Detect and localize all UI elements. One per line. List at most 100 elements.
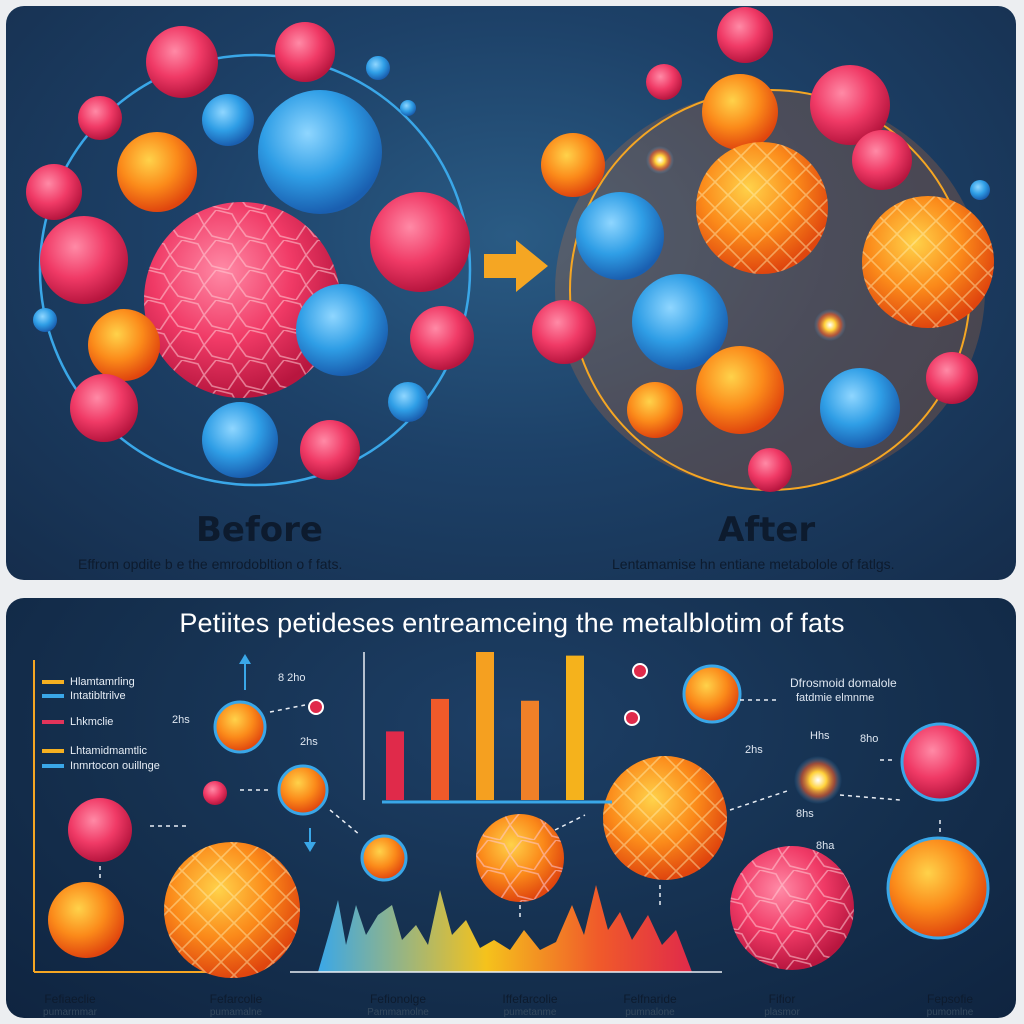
- pink-fat-cell: [203, 781, 227, 805]
- pink-fat-cell: [275, 22, 335, 82]
- orange-fat-cell: [682, 664, 742, 724]
- right-note: Dfrosmoid domalole: [790, 676, 897, 690]
- pink-fat-cell: [646, 64, 682, 100]
- small-label: 8hs: [796, 808, 814, 820]
- blue-cell: [202, 402, 278, 478]
- legend-swatch: [42, 720, 64, 724]
- pink-fat-cell: [70, 374, 138, 442]
- legend-label: Inmrtocon ouillnge: [70, 760, 160, 772]
- footer-label: Felfnaride pumnalone: [590, 992, 710, 1020]
- footer-label: Fepsofie pumomlne: [890, 992, 1010, 1020]
- legend-label: Lhtamidmamtlic: [70, 745, 148, 757]
- legend-label: Lhkmclie: [70, 716, 114, 728]
- cell-membrane-mesh: [164, 842, 300, 978]
- orange-fat-cell: [117, 132, 197, 212]
- pink-fat-cell: [300, 420, 360, 480]
- blue-cell: [970, 180, 990, 200]
- pink-fat-cell: [926, 352, 978, 404]
- footer-title: Fefiaeclie: [44, 992, 96, 1006]
- after-cluster: [532, 7, 994, 492]
- molecule-dot: [624, 710, 640, 726]
- after-label: After: [718, 510, 816, 550]
- blue-cell: [296, 284, 388, 376]
- blue-cell: [632, 274, 728, 370]
- footer-label: Fefionolge Pammamolne: [338, 992, 458, 1020]
- cell-membrane-mesh: [144, 202, 340, 398]
- pink-fat-cell: [78, 96, 122, 140]
- footer-subtitle: pumomlne: [926, 1007, 974, 1018]
- bar-4: [521, 700, 539, 800]
- footer-subtitle: plasmor: [764, 1007, 800, 1018]
- energy-burst: [794, 756, 842, 804]
- pink-fat-cell: [370, 192, 470, 292]
- small-label: 8 2ho: [278, 672, 306, 684]
- footer-title: Fefionolge: [369, 992, 427, 1006]
- down-arrow-head: [304, 842, 316, 852]
- pink-fat-cell: [146, 26, 218, 98]
- legend-item: Lhkmclie: [42, 716, 113, 728]
- legend-swatch: [42, 680, 64, 684]
- cell-membrane-mesh: [603, 756, 727, 880]
- blue-cell: [258, 90, 382, 214]
- small-label: Hhs: [810, 730, 830, 742]
- orange-fat-cell: [88, 309, 160, 381]
- cell-membrane-mesh: [862, 196, 994, 328]
- metabolism-panel: [6, 598, 1016, 1018]
- footer-subtitle: pumetanme: [503, 1007, 557, 1018]
- footer-subtitle: pumarmmar: [43, 1007, 97, 1018]
- up-arrow-head: [239, 654, 251, 664]
- molecule-dot: [308, 699, 324, 715]
- orange-fat-cell: [48, 882, 124, 958]
- footer-title: Felfnaride: [623, 992, 677, 1006]
- bar-3: [476, 652, 494, 800]
- bar-series: [386, 652, 584, 800]
- after-caption: Lentamamise hn entiane metabolole of fat…: [612, 556, 895, 572]
- blue-cell: [33, 308, 57, 332]
- orange-fat-cell: [702, 74, 778, 150]
- legend-item: Lhtamidmamtlic: [42, 745, 147, 757]
- before-caption: Effrom opdite b e the emrodobltion o f f…: [78, 556, 343, 572]
- energy-burst: [814, 309, 846, 341]
- legend-label: Intatibltrilve: [70, 690, 126, 702]
- metabolic-activity-waveform: [318, 885, 692, 972]
- pink-fat-cell: [717, 7, 773, 63]
- blue-cell: [400, 100, 416, 116]
- footer-title: Fefarcolie: [209, 992, 263, 1006]
- blue-cell: [576, 192, 664, 280]
- metabolism-diagram: [33, 654, 990, 978]
- legend-swatch: [42, 764, 64, 768]
- footer-label: Fifior plasmor: [722, 992, 842, 1020]
- pink-fat-cell: [26, 164, 82, 220]
- pink-fat-cell: [900, 722, 980, 802]
- orange-fat-cell: [886, 836, 990, 940]
- blue-cell: [366, 56, 390, 80]
- flow-connectors: [99, 699, 941, 920]
- orange-fat-cell: [541, 133, 605, 197]
- footer-subtitle: Pammamolne: [367, 1007, 429, 1018]
- bar-2: [431, 698, 449, 800]
- small-label: 8ha: [816, 840, 835, 852]
- page-title: Petiites petideses entreamceing the meta…: [179, 608, 845, 638]
- pink-fat-cell: [748, 448, 792, 492]
- footer-title: Fepsofie: [926, 992, 974, 1006]
- pink-fat-cell: [852, 130, 912, 190]
- orange-fat-cell: [360, 834, 408, 882]
- pink-fat-cell: [40, 216, 128, 304]
- small-label: 2hs: [300, 736, 318, 748]
- right-note: fatdmie elmnme: [796, 692, 875, 704]
- legend-label: Hlamtamrling: [70, 676, 135, 688]
- energy-burst: [646, 146, 674, 174]
- bar-5: [566, 655, 584, 800]
- legend-item: Hlamtamrling: [42, 676, 135, 688]
- orange-fat-cell: [627, 382, 683, 438]
- small-label: 2hs: [745, 744, 763, 756]
- cell-membrane-mesh: [476, 814, 564, 902]
- bar-1: [386, 731, 404, 800]
- legend-swatch: [42, 749, 64, 753]
- small-label: 8ho: [860, 733, 879, 745]
- blue-cell: [820, 368, 900, 448]
- orange-fat-cell: [696, 346, 784, 434]
- pink-fat-cell: [68, 798, 132, 862]
- cell-membrane-mesh: [696, 142, 828, 274]
